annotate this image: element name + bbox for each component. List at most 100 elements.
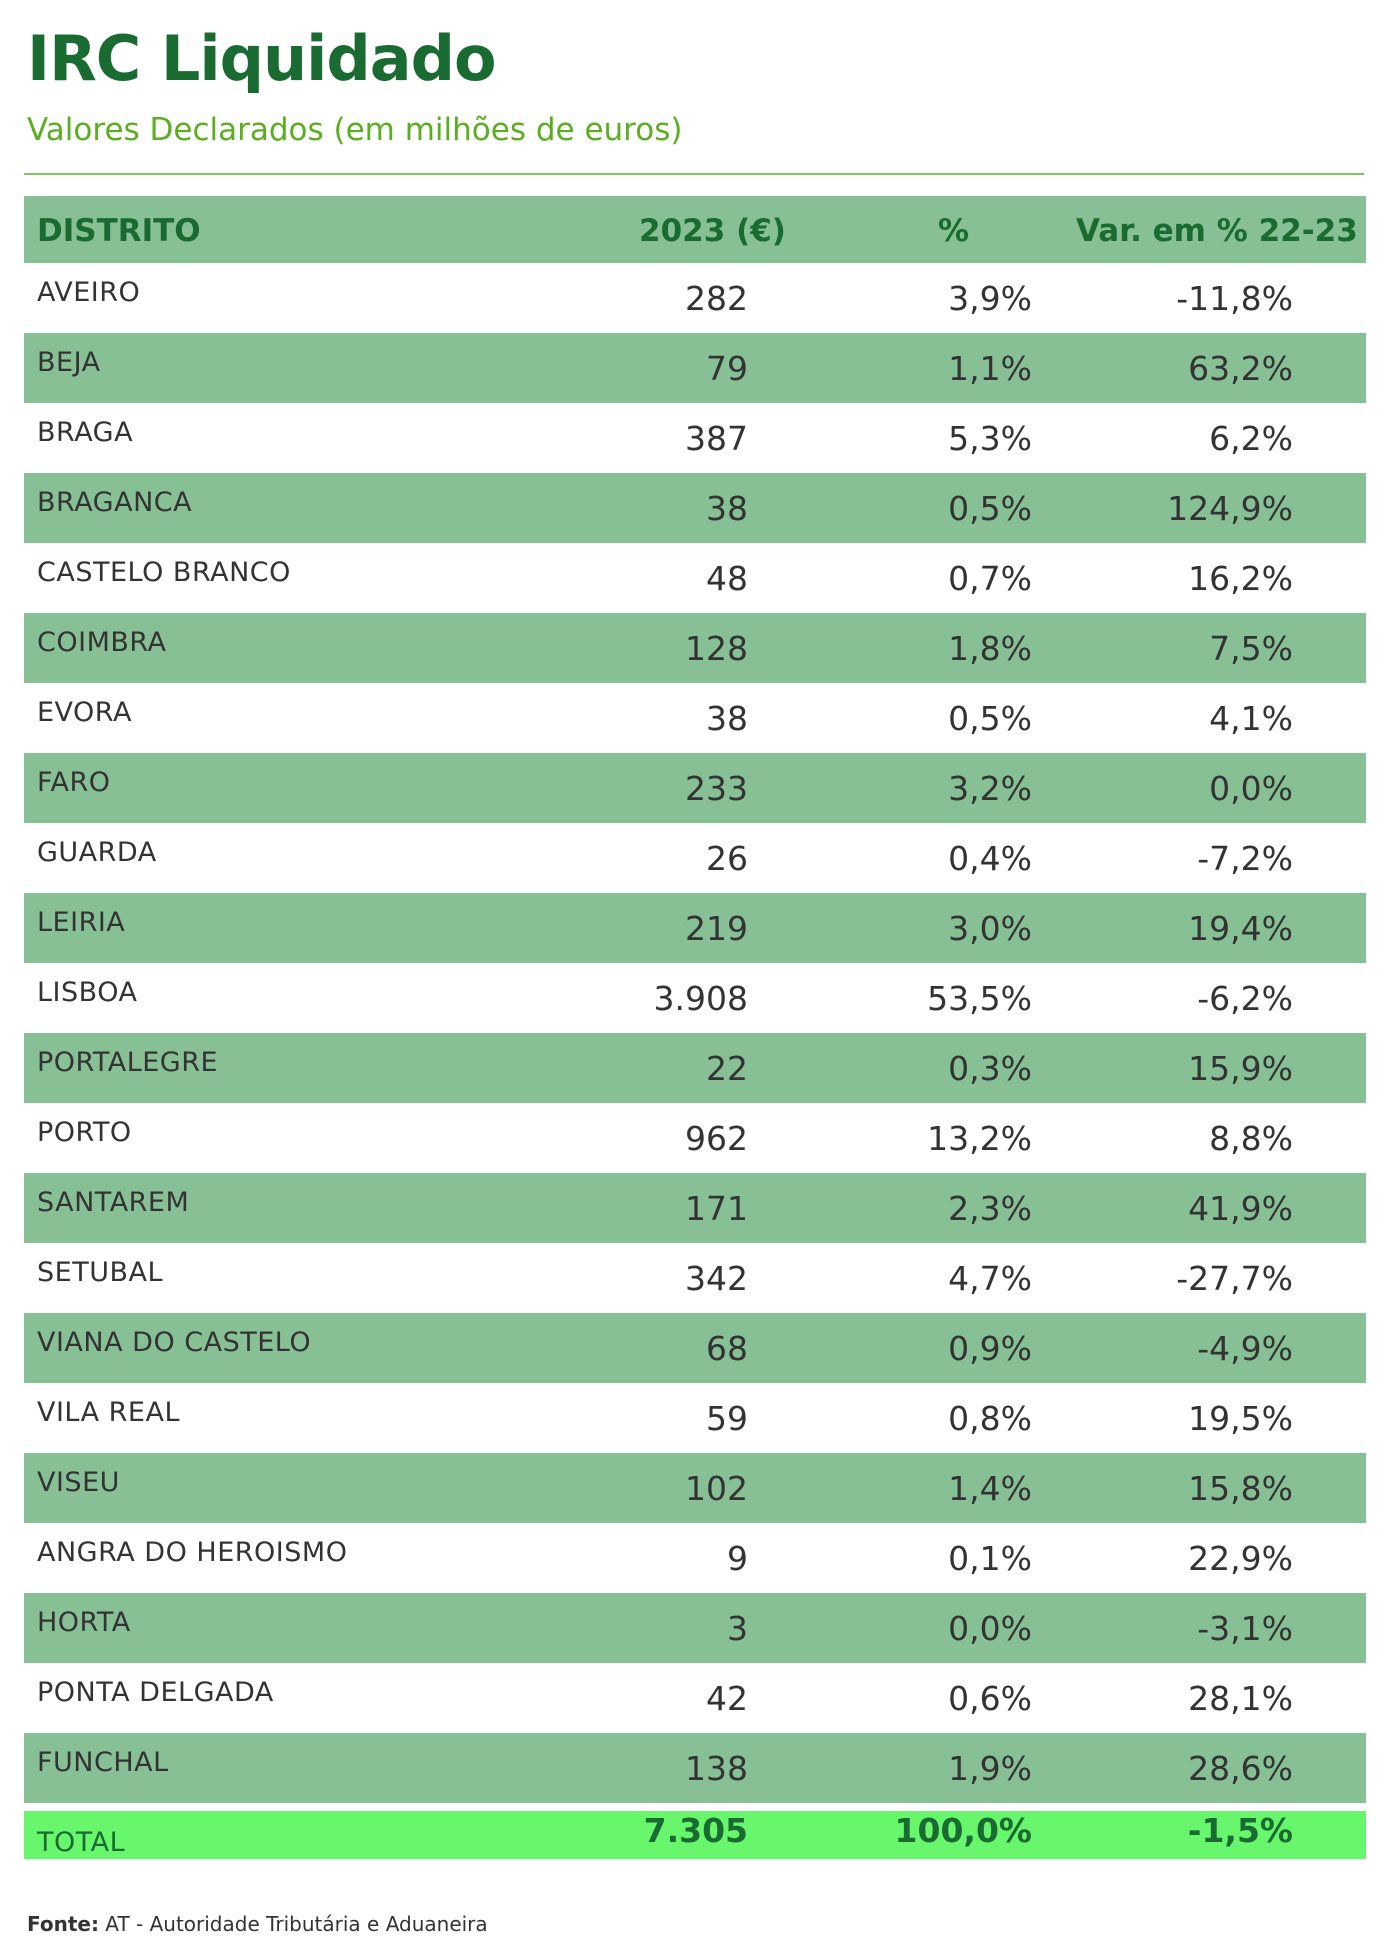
variation-cell: 16,2%	[1188, 559, 1293, 598]
percent-cell: 3,9%	[948, 279, 1032, 318]
column-header-2023: 2023 (€)	[639, 213, 786, 249]
page-subtitle: Valores Declarados (em milhões de euros)	[27, 112, 683, 148]
value-cell: 38	[706, 489, 748, 528]
variation-cell: -7,2%	[1197, 839, 1293, 878]
percent-cell: 1,9%	[948, 1749, 1032, 1788]
percent-cell: 53,5%	[927, 979, 1032, 1018]
variation-cell: -6,2%	[1197, 979, 1293, 1018]
variation-cell: 15,9%	[1188, 1049, 1293, 1088]
distrito-cell: SETUBAL	[37, 1257, 163, 1288]
variation-cell: 7,5%	[1209, 629, 1293, 668]
percent-cell: 0,3%	[948, 1049, 1032, 1088]
source-text: AT - Autoridade Tributária e Aduaneira	[98, 1912, 488, 1936]
column-header-variation: Var. em % 22-23	[1076, 213, 1358, 249]
percent-cell: 5,3%	[948, 419, 1032, 458]
percent-cell: 3,2%	[948, 769, 1032, 808]
percent-cell: 2,3%	[948, 1189, 1032, 1228]
table-row: PORTO 962 13,2% 8,8%	[24, 1103, 1366, 1173]
percent-cell: 0,8%	[948, 1399, 1032, 1438]
percent-cell: 1,4%	[948, 1469, 1032, 1508]
table-row: AVEIRO 282 3,9% -11,8%	[24, 263, 1366, 333]
distrito-cell: VILA REAL	[37, 1397, 180, 1428]
value-cell: 59	[706, 1399, 748, 1438]
table-row: COIMBRA 128 1,8% 7,5%	[24, 613, 1366, 683]
value-cell: 79	[706, 349, 748, 388]
distrito-cell: ANGRA DO HEROISMO	[37, 1537, 348, 1568]
table-row: GUARDA 26 0,4% -7,2%	[24, 823, 1366, 893]
variation-cell: 28,6%	[1188, 1749, 1293, 1788]
distrito-cell: CASTELO BRANCO	[37, 557, 291, 588]
value-cell: 128	[685, 629, 748, 668]
table-row: PORTALEGRE 22 0,3% 15,9%	[24, 1033, 1366, 1103]
percent-cell: 0,5%	[948, 699, 1032, 738]
value-cell: 387	[685, 419, 748, 458]
distrito-cell: PORTO	[37, 1117, 132, 1148]
percent-cell: 1,1%	[948, 349, 1032, 388]
variation-cell: 124,9%	[1167, 489, 1293, 528]
table-row: LEIRIA 219 3,0% 19,4%	[24, 893, 1366, 963]
divider	[24, 173, 1364, 175]
variation-cell: 4,1%	[1209, 699, 1293, 738]
percent-cell: 0,4%	[948, 839, 1032, 878]
percent-cell: 4,7%	[948, 1259, 1032, 1298]
variation-cell: -27,7%	[1176, 1259, 1293, 1298]
variation-cell: 15,8%	[1188, 1469, 1293, 1508]
source-note: Fonte: AT - Autoridade Tributária e Adua…	[27, 1912, 488, 1936]
value-cell: 102	[685, 1469, 748, 1508]
distrito-cell: SANTAREM	[37, 1187, 190, 1218]
value-cell: 38	[706, 699, 748, 738]
value-cell: 219	[685, 909, 748, 948]
table-row: VILA REAL 59 0,8% 19,5%	[24, 1383, 1366, 1453]
value-cell: 42	[706, 1679, 748, 1718]
page-title: IRC Liquidado	[27, 22, 497, 95]
value-cell: 3	[727, 1609, 748, 1648]
column-header-percent: %	[938, 213, 970, 249]
distrito-cell: VIANA DO CASTELO	[37, 1327, 312, 1358]
variation-cell: 41,9%	[1188, 1189, 1293, 1228]
percent-cell: 1,8%	[948, 629, 1032, 668]
variation-cell: 19,4%	[1188, 909, 1293, 948]
percent-cell: 0,9%	[948, 1329, 1032, 1368]
distrito-cell: LISBOA	[37, 977, 138, 1008]
table-body: AVEIRO 282 3,9% -11,8% BEJA 79 1,1% 63,2% BRAGA 3…	[24, 263, 1366, 1803]
table-row: VIANA DO CASTELO 68 0,9% -4,9%	[24, 1313, 1366, 1383]
percent-cell: 3,0%	[948, 909, 1032, 948]
variation-cell: 19,5%	[1188, 1399, 1293, 1438]
column-header-distrito: DISTRITO	[37, 213, 201, 249]
total-variation: -1,5%	[1187, 1811, 1293, 1850]
distrito-cell: BEJA	[37, 347, 101, 378]
distrito-cell: EVORA	[37, 697, 132, 728]
table-row: HORTA 3 0,0% -3,1%	[24, 1593, 1366, 1663]
variation-cell: -4,9%	[1197, 1329, 1293, 1368]
total-label: TOTAL	[37, 1827, 126, 1858]
table-header: DISTRITO 2023 (€) % Var. em % 22-23	[24, 196, 1366, 263]
value-cell: 68	[706, 1329, 748, 1368]
value-cell: 282	[685, 279, 748, 318]
distrito-cell: PORTALEGRE	[37, 1047, 219, 1078]
distrito-cell: AVEIRO	[37, 277, 141, 308]
distrito-cell: BRAGA	[37, 417, 134, 448]
value-cell: 342	[685, 1259, 748, 1298]
table-row: ANGRA DO HEROISMO 9 0,1% 22,9%	[24, 1523, 1366, 1593]
variation-cell: 28,1%	[1188, 1679, 1293, 1718]
distrito-cell: FUNCHAL	[37, 1747, 169, 1778]
total-percent: 100,0%	[894, 1811, 1032, 1850]
table-row: VISEU 102 1,4% 15,8%	[24, 1453, 1366, 1523]
table-row: FARO 233 3,2% 0,0%	[24, 753, 1366, 823]
percent-cell: 0,0%	[948, 1609, 1032, 1648]
variation-cell: 6,2%	[1209, 419, 1293, 458]
value-cell: 3.908	[653, 979, 748, 1018]
table-row: PONTA DELGADA 42 0,6% 28,1%	[24, 1663, 1366, 1733]
table-row: BEJA 79 1,1% 63,2%	[24, 333, 1366, 403]
total-value: 7.305	[643, 1811, 748, 1850]
value-cell: 233	[685, 769, 748, 808]
value-cell: 138	[685, 1749, 748, 1788]
percent-cell: 0,7%	[948, 559, 1032, 598]
variation-cell: 22,9%	[1188, 1539, 1293, 1578]
distrito-cell: FARO	[37, 767, 111, 798]
distrito-cell: GUARDA	[37, 837, 157, 868]
total-row: TOTAL 7.305 100,0% -1,5%	[24, 1811, 1366, 1859]
distrito-cell: PONTA DELGADA	[37, 1677, 274, 1708]
percent-cell: 0,5%	[948, 489, 1032, 528]
value-cell: 9	[727, 1539, 748, 1578]
